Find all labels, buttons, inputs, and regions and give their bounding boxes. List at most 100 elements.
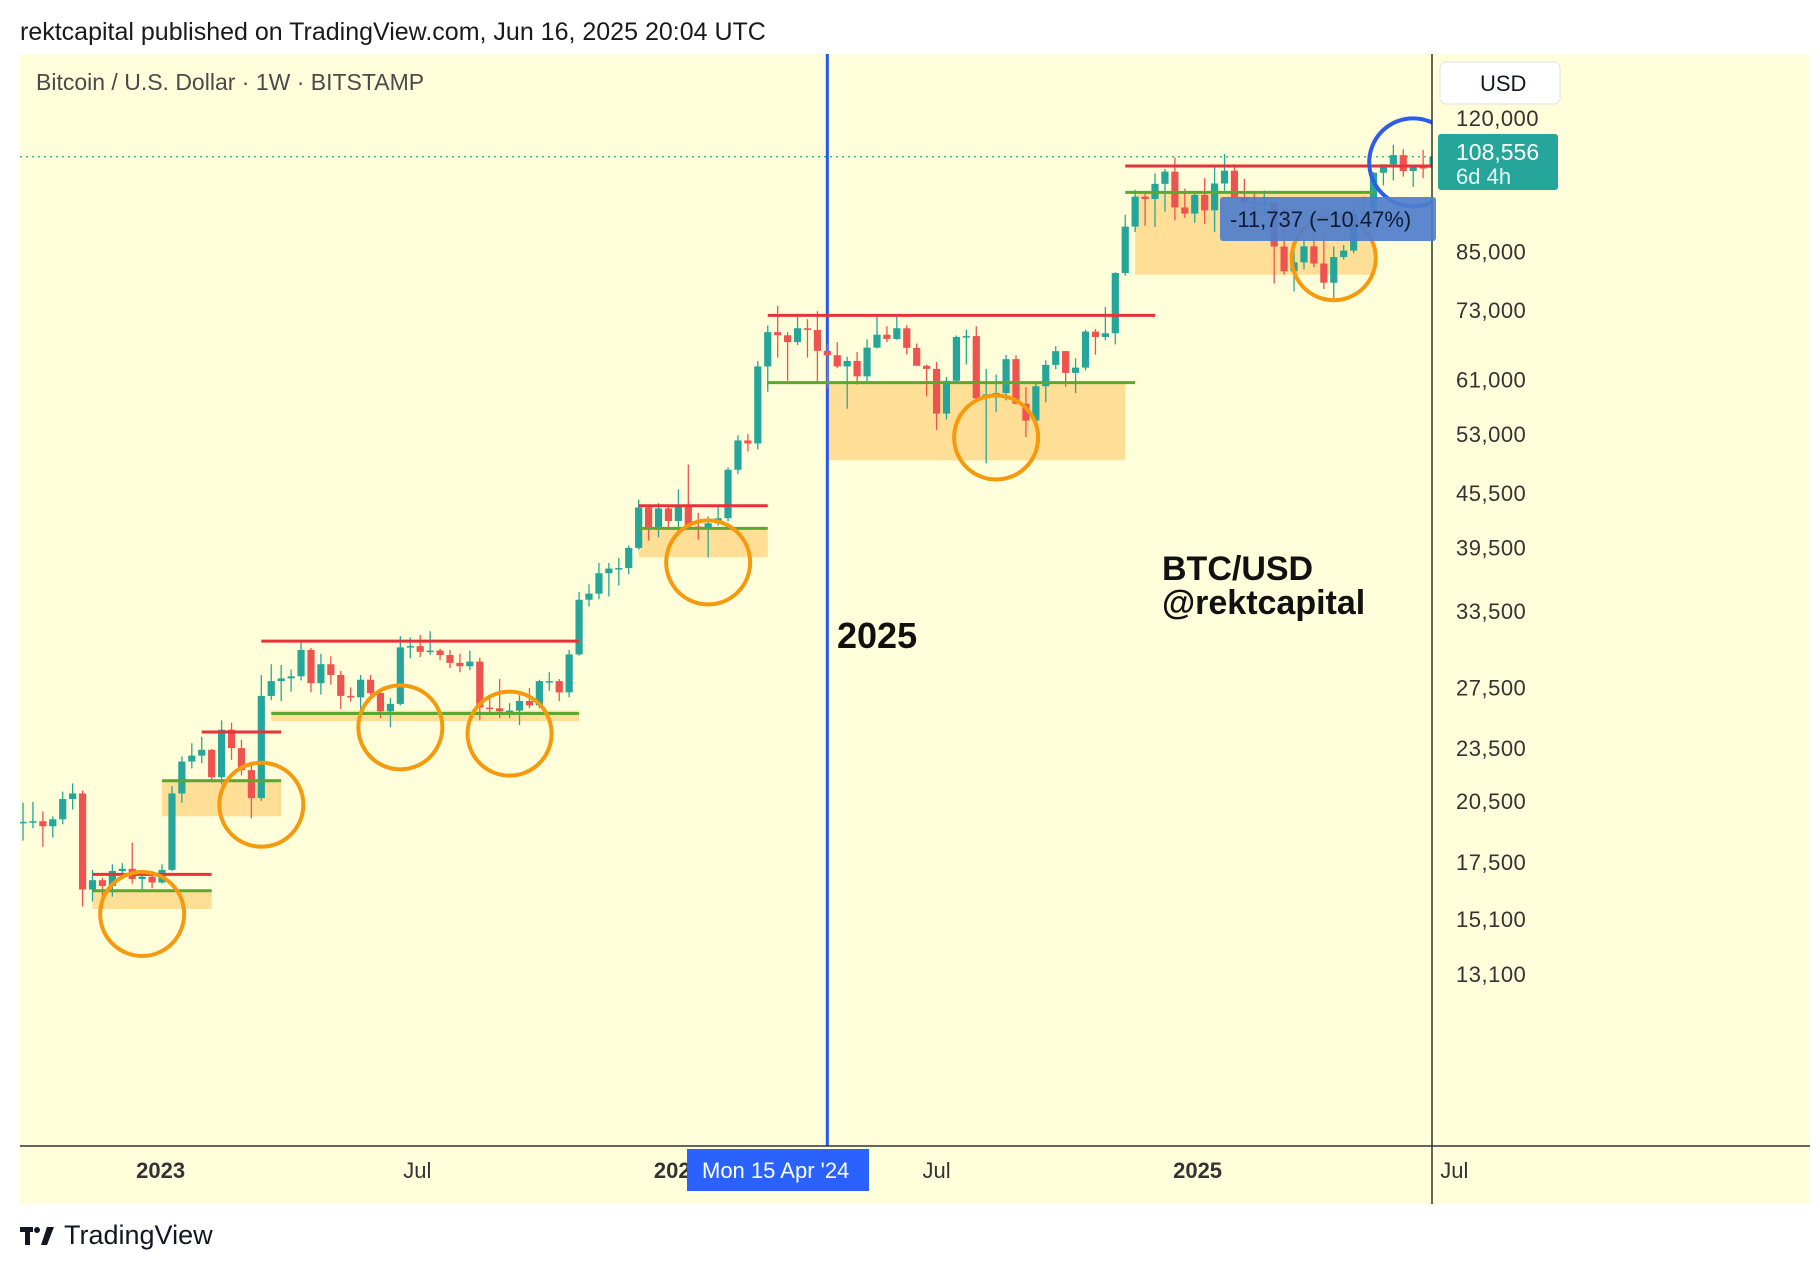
candle-body <box>386 703 395 712</box>
chart-container[interactable]: 120,000 85,000 73,000 61,000 53,000 45,500 39,… <box>20 54 1810 1204</box>
orange-highlight-circle <box>98 870 187 959</box>
candle <box>148 874 156 889</box>
candle-body <box>585 593 593 600</box>
candle <box>1220 153 1229 191</box>
candle <box>1429 156 1432 168</box>
price-axis[interactable]: 120,000 85,000 73,000 61,000 53,000 45,500 39,… <box>1456 106 1539 987</box>
time-axis[interactable]: 2023 Jul 2024 Jul 2025 Jul <box>136 1158 1468 1183</box>
candle <box>704 516 712 558</box>
candle <box>575 591 583 656</box>
candle-body <box>793 328 802 343</box>
candle-body <box>476 661 484 708</box>
candle-body <box>39 821 47 827</box>
candle-body <box>1052 351 1060 365</box>
candle-body <box>664 508 673 521</box>
price-tick-label: 20,500 <box>1456 789 1526 814</box>
candle-body <box>1022 403 1030 421</box>
candle <box>952 335 961 383</box>
time-tick-label: 2025 <box>1173 1158 1222 1183</box>
time-tick-label: 2023 <box>136 1158 185 1183</box>
candle-body <box>337 674 345 696</box>
candle-body <box>168 793 176 870</box>
candle <box>198 736 206 764</box>
candle-body <box>88 880 97 890</box>
price-tick-label: 73,000 <box>1456 298 1526 323</box>
candle-body <box>1220 170 1229 184</box>
currency-label: USD <box>1480 71 1526 96</box>
measure-tool-label: -11,737 (−10.47%) <box>1220 197 1436 241</box>
candle <box>218 720 226 785</box>
candle-body <box>893 328 901 339</box>
candle <box>923 364 931 397</box>
candle <box>59 791 67 825</box>
candle-body <box>923 365 931 369</box>
candle-body <box>108 871 116 886</box>
price-tick-label: 85,000 <box>1456 239 1526 264</box>
candle-body <box>297 649 305 677</box>
candle-body <box>357 679 365 698</box>
candle <box>764 325 772 392</box>
candle-body <box>486 707 494 710</box>
candle <box>913 343 921 366</box>
pair-annotation: BTC/USD <box>1162 550 1313 588</box>
price-chart[interactable]: 120,000 85,000 73,000 61,000 53,000 45,500 39,… <box>20 54 1810 1204</box>
candle <box>78 790 87 907</box>
candle <box>1399 149 1407 177</box>
candle-body <box>625 547 633 569</box>
candle-body <box>843 360 851 367</box>
price-tick-label: 120,000 <box>1456 106 1539 131</box>
candle <box>1330 246 1338 303</box>
candle <box>446 649 454 669</box>
candle-body <box>1330 256 1338 283</box>
candle <box>327 656 335 685</box>
candle <box>456 653 464 673</box>
orange-highlight-circle <box>465 689 554 778</box>
price-tick-label: 17,500 <box>1456 850 1526 875</box>
candle-body <box>913 347 921 366</box>
candle <box>1081 329 1090 371</box>
candle-body <box>257 695 265 799</box>
price-tick-label: 39,500 <box>1456 535 1526 560</box>
candle <box>287 669 295 692</box>
candle-body <box>674 506 682 521</box>
candle <box>307 648 315 693</box>
candle <box>1062 350 1070 387</box>
candle <box>1389 144 1397 181</box>
candle <box>883 326 891 343</box>
candle-body <box>208 749 216 778</box>
candle-body <box>1399 155 1407 172</box>
candle-body <box>575 599 583 655</box>
candle <box>1300 240 1308 270</box>
candle-body <box>1081 331 1090 368</box>
candle-body <box>952 336 961 381</box>
candle-body <box>555 681 563 693</box>
candle-body <box>774 332 782 336</box>
candle-body <box>1171 171 1179 208</box>
candle <box>734 435 742 475</box>
candle-body <box>764 332 772 367</box>
candle-body <box>525 700 534 706</box>
candle-body <box>496 708 504 712</box>
candle <box>297 641 305 681</box>
candle <box>833 342 841 369</box>
candle-body <box>1230 170 1239 198</box>
candle-body <box>535 681 543 706</box>
candle <box>1320 235 1328 289</box>
candle-body <box>406 646 414 648</box>
candle-body <box>515 700 524 711</box>
currency-button[interactable]: USD <box>1439 61 1561 105</box>
candle-body <box>615 568 623 570</box>
candle-body <box>1032 386 1040 421</box>
candle <box>962 329 970 365</box>
candle <box>754 360 762 450</box>
candle <box>972 326 980 401</box>
candle <box>426 631 434 656</box>
candle <box>545 672 553 691</box>
candle <box>1131 189 1139 232</box>
candle-body <box>1101 333 1109 337</box>
candle <box>69 783 77 810</box>
candle <box>1211 164 1219 232</box>
candle-body <box>704 523 712 528</box>
candle <box>803 319 812 358</box>
candle <box>853 351 861 385</box>
